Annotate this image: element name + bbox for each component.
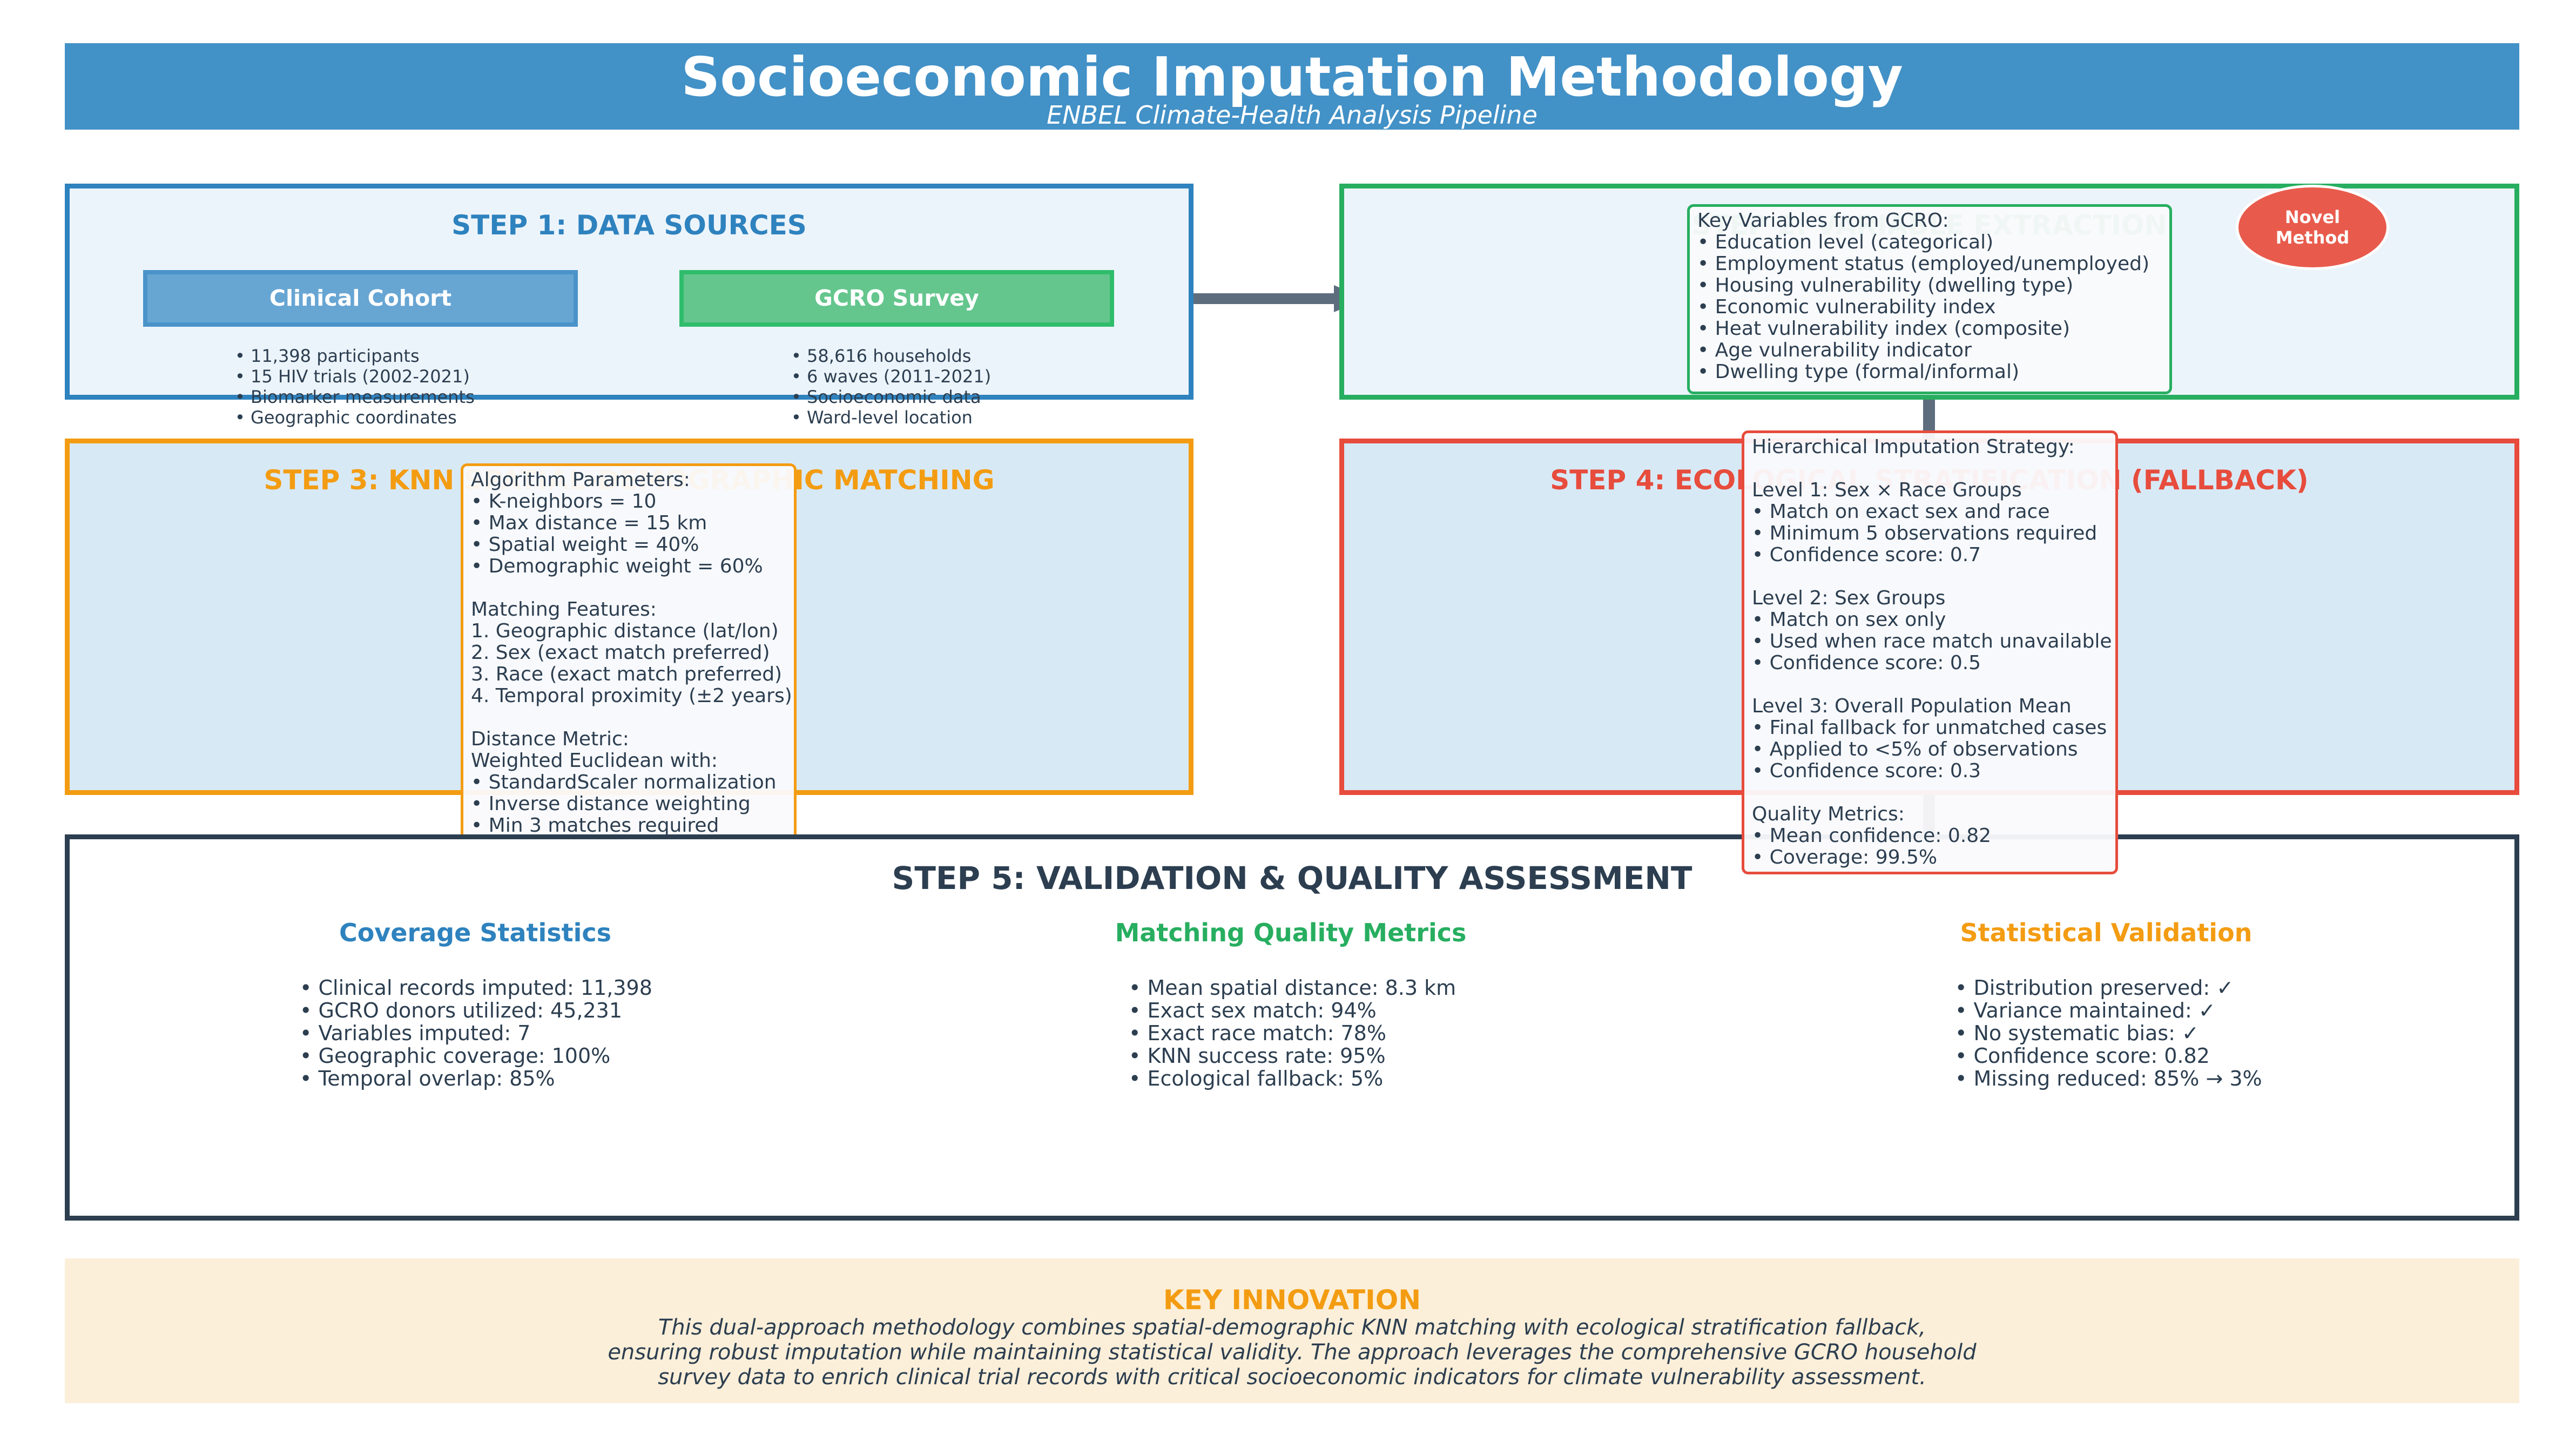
novel-method-label: Novel Method: [2275, 207, 2350, 248]
step1-title: STEP 1: DATA SOURCES: [451, 210, 807, 241]
coverage-statistics-heading: Coverage Statistics: [339, 918, 612, 947]
page-title: Socioeconomic Imputation Methodology: [681, 45, 1903, 109]
key-innovation-line-3: survey data to enrich clinical trial rec…: [658, 1365, 1926, 1390]
novel-method-badge: Novel Method: [2236, 185, 2389, 270]
gcro-survey-details: • 58,616 households • 6 waves (2011-2021…: [791, 346, 992, 428]
statistical-validation-list: • Distribution preserved: ✓ • Variance m…: [1955, 976, 2262, 1090]
key-innovation-line-2: ensuring robust imputation while maintai…: [608, 1340, 1977, 1365]
clinical-cohort-box: Clinical Cohort: [143, 270, 578, 327]
step5-title: STEP 5: VALIDATION & QUALITY ASSESSMENT: [892, 860, 1692, 897]
gcro-survey-box: GCRO Survey: [679, 270, 1114, 327]
matching-quality-list: • Mean spatial distance: 8.3 km • Exact …: [1129, 976, 1456, 1090]
step5-box: [65, 834, 2519, 1221]
coverage-statistics-list: • Clinical records imputed: 11,398 • GCR…: [300, 976, 652, 1090]
statistical-validation-heading: Statistical Validation: [1960, 918, 2253, 947]
clinical-cohort-details: • 11,398 participants • 15 HIV trials (2…: [235, 346, 475, 428]
gcro-variables-note: Key Variables from GCRO: • Education lev…: [1687, 204, 2172, 394]
page-subtitle: ENBEL Climate-Health Analysis Pipeline: [1047, 100, 1537, 130]
key-innovation-text: This dual-approach methodology combines …: [65, 1315, 2519, 1390]
knn-parameters-note: Algorithm Parameters: • K-neighbors = 10…: [461, 463, 797, 843]
key-innovation-line-1: This dual-approach methodology combines …: [658, 1315, 1926, 1340]
key-innovation-box: [65, 1258, 2519, 1403]
header-banner: [65, 43, 2519, 130]
matching-quality-heading: Matching Quality Metrics: [1115, 918, 1467, 947]
hierarchical-imputation-note: Hierarchical Imputation Strategy: Level …: [1742, 430, 2118, 874]
key-innovation-title: KEY INNOVATION: [1163, 1284, 1421, 1316]
